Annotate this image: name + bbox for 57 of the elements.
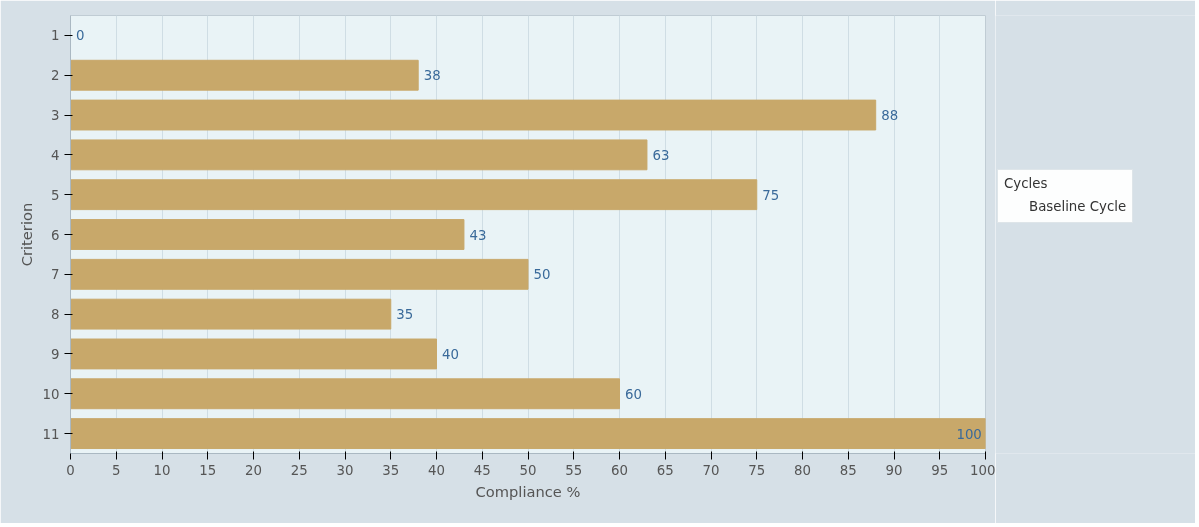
data-label: 38 <box>423 68 441 84</box>
y-axis-title: Criterion <box>17 202 35 267</box>
data-label: 43 <box>469 227 487 243</box>
bar <box>70 418 986 450</box>
data-label: 100 <box>956 426 982 442</box>
data-label: 40 <box>441 346 459 362</box>
x-tick-label: 50 <box>519 462 537 478</box>
x-tick-label: 35 <box>382 462 400 478</box>
y-tick-label: 9 <box>51 346 60 362</box>
x-tick-label: 85 <box>839 462 857 478</box>
x-tick-label: 100 <box>970 462 996 478</box>
data-label: 35 <box>396 307 414 323</box>
x-tick-label: 40 <box>428 462 445 478</box>
bar <box>70 219 465 250</box>
x-tick-label: 75 <box>748 462 766 478</box>
x-tick-label: 30 <box>336 462 354 478</box>
y-tick-label: 2 <box>51 68 60 84</box>
y-tick-label: 4 <box>51 147 60 163</box>
bar <box>70 378 620 410</box>
x-tick-label: 0 <box>66 462 75 478</box>
y-tick-label: 11 <box>42 426 60 442</box>
bar <box>70 298 392 330</box>
data-label: 88 <box>881 108 899 124</box>
legend-title: Cycles <box>1004 176 1049 191</box>
text: Baseline Cycle <box>1029 198 1127 214</box>
x-tick-label: 95 <box>931 462 949 478</box>
x-tick-label: 80 <box>794 462 811 478</box>
x-tick-label: 10 <box>153 462 171 478</box>
data-label: 75 <box>762 187 780 203</box>
x-tick-label: 55 <box>565 462 583 478</box>
y-tick-label: 6 <box>51 227 60 243</box>
x-tick-label: 15 <box>199 462 217 478</box>
data-label: 60 <box>624 386 642 402</box>
data-label: 0 <box>75 28 85 44</box>
x-tick-label: 70 <box>702 462 720 478</box>
y-tick-label: 1 <box>51 28 60 44</box>
y-tick-label: 7 <box>51 267 60 283</box>
y-tick-label: 8 <box>51 307 60 323</box>
x-tick-label: 45 <box>473 462 491 478</box>
bar <box>70 258 529 290</box>
x-tick-label: 90 <box>885 462 903 478</box>
bar <box>70 179 758 211</box>
bar <box>70 59 419 91</box>
x-tick-label: 65 <box>656 462 674 478</box>
y-tick-label: 10 <box>42 386 60 402</box>
x-tick-label: 25 <box>290 462 308 478</box>
x-tick-label: 60 <box>611 462 628 478</box>
data-label: 63 <box>652 147 670 163</box>
x-axis-title: Compliance % <box>475 482 581 500</box>
y-tick-label: 5 <box>51 187 60 203</box>
x-tick-label: 5 <box>112 462 121 478</box>
bar <box>70 139 648 171</box>
bar <box>70 338 437 370</box>
x-tick-label: 20 <box>245 462 262 478</box>
data-label: 50 <box>533 267 551 283</box>
y-tick-label: 3 <box>51 108 60 124</box>
bar <box>70 99 877 131</box>
